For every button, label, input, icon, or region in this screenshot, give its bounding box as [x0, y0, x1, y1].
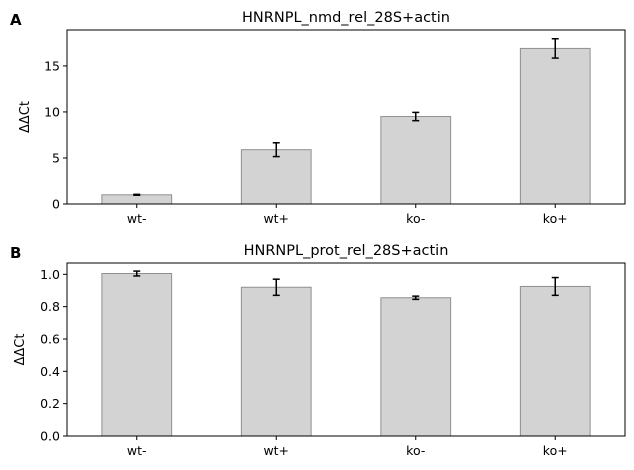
y-tick-label: 5	[52, 150, 60, 165]
y-tick-label: 0.6	[40, 331, 60, 346]
bar-wt-	[101, 273, 173, 437]
error-bar-wt+	[272, 142, 280, 158]
y-tick-label: 1.0	[40, 267, 60, 282]
error-bar-ko+	[551, 276, 559, 297]
error-bar-ko-	[412, 295, 420, 301]
panel-label: B	[10, 244, 21, 262]
bar-ko-	[380, 297, 452, 437]
bar-ko+	[519, 47, 591, 205]
y-tick-label: 0	[52, 197, 60, 212]
plot-frame	[66, 262, 626, 437]
panel-a: A HNRNPL_nmd_rel_28S+actin wt-wt+ ko-ko+ 0 5 1…	[10, 10, 626, 226]
plot-frame	[66, 29, 626, 205]
x-tick-label: wt-	[127, 211, 147, 226]
y-tick-label: 0.2	[40, 396, 60, 411]
x-tick-label: ko+	[543, 443, 568, 458]
x-tick-label: ko-	[406, 443, 425, 458]
error-bar-wt+	[272, 278, 280, 297]
y-tick-label: 0.4	[40, 364, 60, 379]
panel-b: B HNRNPL_prot_rel_28S+actin wt-wt+ ko-ko+ 0.…	[10, 243, 626, 458]
y-tick-label: 0.0	[40, 429, 60, 444]
chart-title: HNRNPL_prot_rel_28S+actin	[244, 243, 449, 259]
error-bar-ko+	[551, 37, 559, 59]
bar-wt+	[240, 149, 312, 205]
x-tick-label: wt-	[127, 443, 147, 458]
x-tick-label: ko+	[543, 211, 568, 226]
x-tick-label: wt+	[263, 443, 289, 458]
error-bar-wt-	[133, 270, 141, 277]
y-tick-label: 15	[44, 58, 60, 73]
y-tick-label: 10	[44, 104, 60, 119]
error-bar-ko-	[412, 111, 420, 122]
error-bar-wt-	[133, 193, 141, 197]
y-axis-label: ΔΔCt	[13, 334, 28, 366]
panel-label: A	[10, 11, 22, 29]
bar-wt+	[240, 286, 312, 437]
bar-ko+	[519, 285, 591, 437]
chart-title: HNRNPL_nmd_rel_28S+actin	[242, 10, 450, 26]
bar-wt-	[101, 194, 173, 205]
y-axis-label: ΔΔCt	[18, 101, 33, 133]
bar-ko-	[380, 116, 452, 205]
x-tick-label: ko-	[406, 211, 425, 226]
y-tick-label: 0.8	[40, 299, 60, 314]
x-tick-label: wt+	[263, 211, 289, 226]
